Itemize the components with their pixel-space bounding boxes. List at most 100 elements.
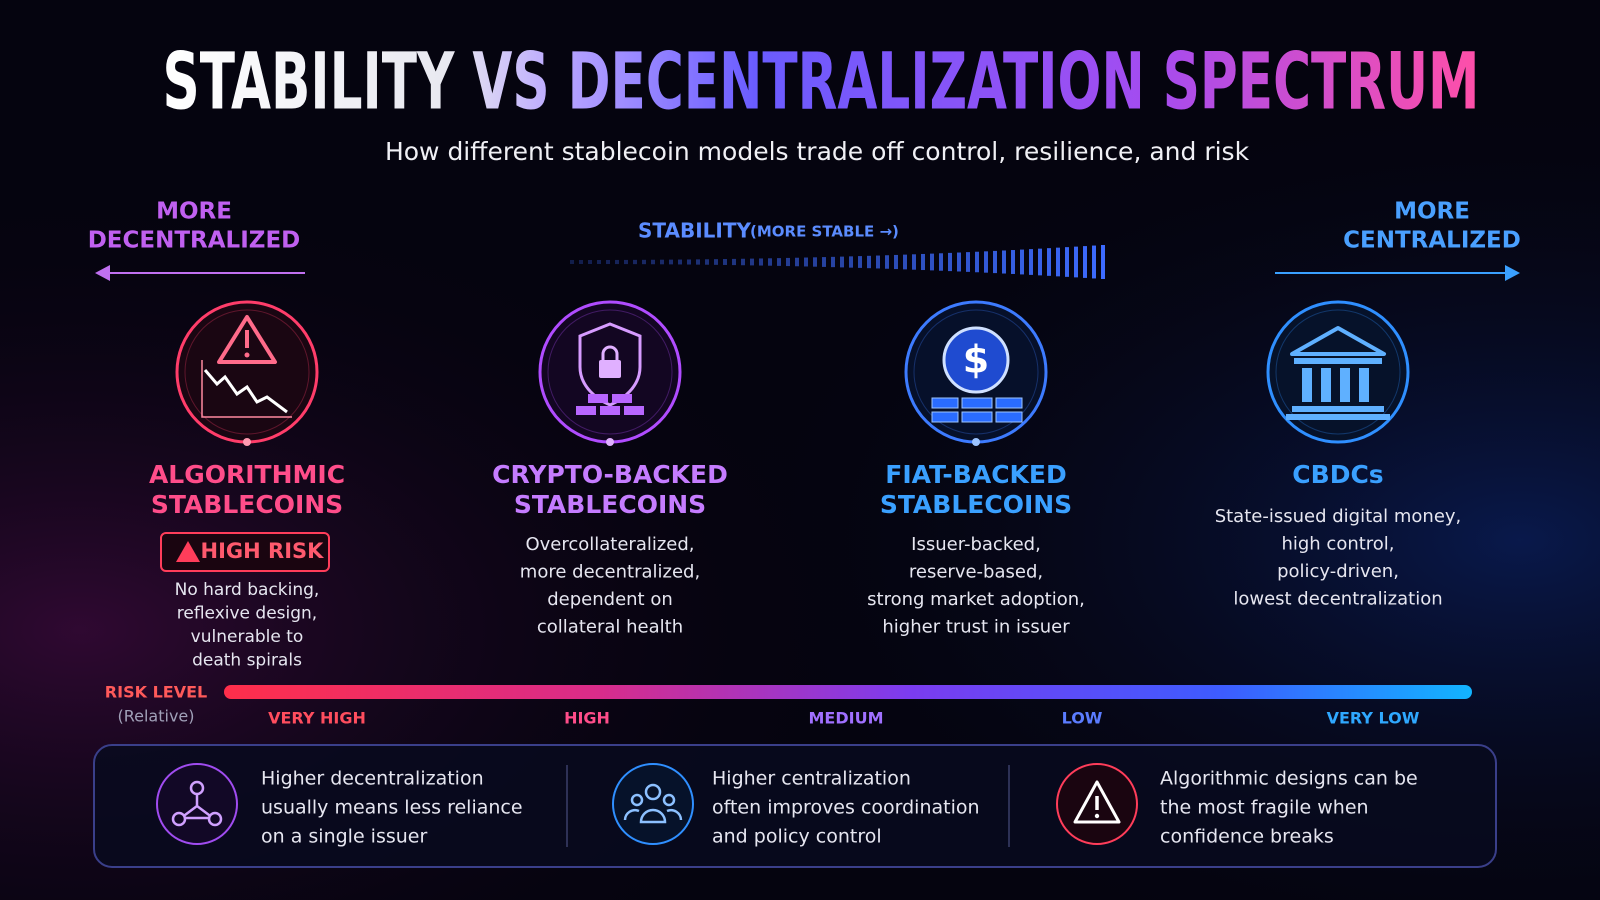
- side-label: MORE: [1394, 199, 1470, 225]
- node-name: ALGORITHMIC: [149, 460, 345, 489]
- stability-tick: [930, 253, 934, 271]
- stability-tick: [570, 260, 574, 264]
- stability-tick: [723, 259, 727, 265]
- stability-tick: [948, 252, 952, 272]
- node-description: policy-driven,: [1277, 561, 1399, 582]
- stability-tick: [939, 253, 943, 271]
- stability-tick: [624, 259, 628, 265]
- note-icon: [612, 763, 694, 845]
- stability-tick: [1020, 249, 1024, 275]
- note-icon: [1056, 763, 1138, 845]
- stability-tick: [579, 259, 583, 265]
- node-description: reserve-based,: [909, 562, 1043, 583]
- stability-tick: [651, 259, 655, 265]
- stability-tick: [867, 255, 871, 269]
- stability-tick: [597, 259, 601, 265]
- stability-tick: [984, 251, 988, 273]
- stability-tick: [912, 254, 916, 270]
- node-icon: [175, 300, 319, 446]
- stability-tick: [1092, 245, 1096, 279]
- node-description: Overcollateralized,: [525, 534, 694, 555]
- stability-tick: [1056, 247, 1060, 277]
- stability-tick: [696, 259, 700, 265]
- risk-badge: [160, 532, 330, 572]
- note-text: Higher centralization: [712, 768, 911, 790]
- note-text: on a single issuer: [261, 826, 427, 848]
- stability-tick: [615, 259, 619, 265]
- node-icon: [538, 300, 682, 446]
- risk-level: MEDIUM: [809, 709, 884, 728]
- stability-tick: [588, 259, 592, 265]
- stability-tick: [849, 256, 853, 268]
- notes-panel: [93, 744, 1497, 868]
- subtitle: How different stablecoin models trade of…: [385, 137, 1250, 166]
- stability-tick: [642, 259, 646, 265]
- stability-tick: [1074, 246, 1078, 278]
- stability-tick: [1038, 248, 1042, 276]
- stability-tick: [966, 252, 970, 272]
- node-icon: $: [904, 300, 1048, 446]
- note-icon: [156, 763, 238, 845]
- node-description: strong market adoption,: [867, 589, 1085, 610]
- node-name: FIAT-BACKED: [885, 460, 1067, 489]
- node-description: vulnerable to: [191, 627, 304, 647]
- arrow-head: [1505, 265, 1520, 281]
- stability-tick: [921, 253, 925, 271]
- stability-tick: [894, 254, 898, 270]
- node-name: CBDCs: [1292, 460, 1383, 489]
- node-name: STABLECOINS: [151, 490, 343, 519]
- stability-tick: [669, 259, 673, 265]
- node-description: higher trust in issuer: [882, 617, 1070, 638]
- stability-tick: [777, 258, 781, 266]
- node-description: more decentralized,: [520, 562, 700, 583]
- risk-label: RISK LEVEL: [105, 683, 207, 702]
- stability-hint: (MORE STABLE →): [750, 223, 899, 241]
- stability-tick: [705, 259, 709, 265]
- stability-tick: [768, 258, 772, 266]
- node-icon: [1266, 300, 1410, 444]
- stability-label: STABILITY: [638, 219, 751, 243]
- stability-tick: [1047, 248, 1051, 276]
- note-text: often improves coordination: [712, 797, 980, 819]
- stability-tick: [606, 259, 610, 265]
- arrow-head: [95, 265, 110, 281]
- note-text: Algorithmic designs can be: [1160, 768, 1418, 790]
- risk-sublabel: (Relative): [117, 707, 194, 726]
- node-description: No hard backing,: [175, 580, 320, 600]
- node-description: dependent on: [547, 589, 673, 610]
- side-label: DECENTRALIZED: [88, 228, 301, 254]
- stability-tick: [804, 257, 808, 267]
- stability-tick: [633, 259, 637, 265]
- risk-level: LOW: [1062, 709, 1103, 728]
- note-text: and policy control: [712, 826, 882, 848]
- svg-text:$: $: [963, 338, 989, 382]
- stability-tick: [660, 259, 664, 265]
- stability-tick: [1002, 250, 1006, 274]
- stability-tick: [885, 255, 889, 269]
- stability-tick: [1083, 246, 1087, 278]
- note-text: usually means less reliance: [261, 797, 523, 819]
- note-text: the most fragile when: [1160, 797, 1369, 819]
- node-name: STABLECOINS: [880, 490, 1072, 519]
- note-text: Higher decentralization: [261, 768, 484, 790]
- risk-bar: [224, 685, 1472, 699]
- node-description: reflexive design,: [177, 604, 317, 624]
- stability-tick: [840, 256, 844, 268]
- stability-tick: [795, 257, 799, 267]
- stability-tick: [1065, 247, 1069, 277]
- stability-tick: [1011, 250, 1015, 274]
- node-description: State-issued digital money,: [1215, 506, 1462, 527]
- stability-tick: [993, 250, 997, 274]
- stability-tick: [678, 259, 682, 265]
- node-description: lowest decentralization: [1233, 589, 1442, 610]
- node-description: high control,: [1281, 534, 1394, 555]
- stability-tick: [1029, 249, 1033, 275]
- stability-bars: [570, 245, 1105, 279]
- stability-tick: [687, 259, 691, 265]
- risk-level: HIGH: [564, 709, 610, 728]
- stability-tick: [714, 259, 718, 265]
- stability-tick: [813, 257, 817, 267]
- stability-tick: [876, 255, 880, 269]
- stability-tick: [975, 251, 979, 273]
